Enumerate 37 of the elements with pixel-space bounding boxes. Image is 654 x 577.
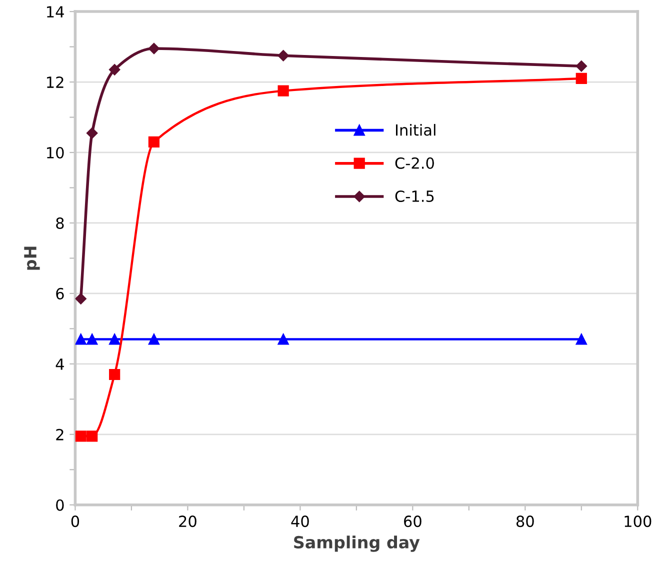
x-axis-title: Sampling day xyxy=(294,536,420,552)
legend-label: C-2.0 xyxy=(395,157,434,169)
point xyxy=(576,72,587,84)
y-tick-label: 12 xyxy=(47,76,64,88)
point xyxy=(86,128,98,139)
point xyxy=(148,42,160,54)
point xyxy=(75,293,86,304)
point xyxy=(75,430,86,442)
point xyxy=(278,85,289,96)
point xyxy=(109,368,120,380)
point xyxy=(148,334,160,345)
point xyxy=(108,64,120,76)
y-tick-label: 14 xyxy=(47,6,64,18)
y-tick-label: 2 xyxy=(56,428,64,440)
legend-label: C-1.5 xyxy=(395,190,434,202)
point xyxy=(75,334,86,345)
x-tick-label: 100 xyxy=(624,516,652,528)
y-tick-label: 10 xyxy=(47,146,64,159)
y-tick-label: 4 xyxy=(56,358,64,370)
point xyxy=(109,334,120,345)
point xyxy=(86,334,98,345)
y-axis-title: pH xyxy=(24,246,40,270)
point xyxy=(278,334,289,345)
y-tick-label: 8 xyxy=(56,217,64,229)
point xyxy=(86,430,98,442)
y-tick-label: 0 xyxy=(56,499,64,511)
x-tick-label: 0 xyxy=(71,516,80,528)
legend-label: Initial xyxy=(396,124,436,136)
point xyxy=(576,334,587,345)
point xyxy=(148,136,160,148)
x-tick-label: 20 xyxy=(179,516,196,528)
x-tick-label: 40 xyxy=(291,516,309,528)
point xyxy=(576,60,588,72)
x-tick-label: 60 xyxy=(404,516,422,528)
y-tick-label: 6 xyxy=(56,288,64,300)
point xyxy=(278,50,289,62)
x-tick-label: 80 xyxy=(516,516,534,528)
